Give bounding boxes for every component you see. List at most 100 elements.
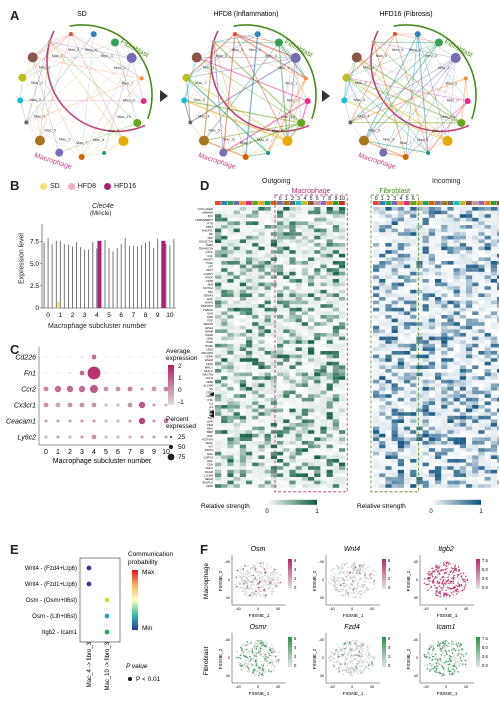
marker-triangle-icon bbox=[209, 410, 214, 415]
heat-cell bbox=[410, 376, 417, 380]
heat-cell bbox=[270, 217, 277, 222]
tsne-point bbox=[341, 562, 344, 565]
heat-cell bbox=[308, 293, 315, 297]
heat-cell bbox=[277, 232, 284, 236]
heat-cell bbox=[301, 232, 308, 236]
heat-cell bbox=[270, 361, 277, 366]
heat-cell bbox=[491, 401, 497, 405]
heat-cell bbox=[258, 387, 265, 391]
tsne-point bbox=[266, 593, 268, 596]
heat-cell bbox=[397, 448, 404, 452]
heat-cell bbox=[416, 322, 423, 326]
heat-cell bbox=[308, 307, 315, 312]
heat-cell bbox=[270, 207, 277, 211]
heat-cell bbox=[252, 297, 259, 301]
heat-cell bbox=[326, 246, 333, 251]
heat-cell bbox=[221, 361, 228, 366]
heat-cell bbox=[459, 300, 466, 305]
heat-cell bbox=[246, 430, 253, 434]
tsne-point bbox=[260, 572, 263, 575]
pathway-label: FGF bbox=[207, 319, 213, 323]
heat-cell bbox=[392, 225, 398, 229]
heat-cell bbox=[453, 261, 460, 265]
heat-cell bbox=[326, 459, 333, 463]
tsne-point bbox=[452, 582, 455, 584]
heat-cell bbox=[264, 419, 271, 423]
heat-cell bbox=[252, 358, 259, 362]
heat-cell bbox=[385, 304, 392, 308]
heat-cell bbox=[252, 311, 259, 315]
tsne-point bbox=[246, 586, 248, 589]
heat-cell bbox=[326, 293, 333, 297]
heat-cell bbox=[435, 376, 442, 380]
heat-cell bbox=[416, 282, 423, 287]
heat-cell bbox=[410, 466, 417, 470]
heat-cell bbox=[277, 361, 284, 366]
heat-cell bbox=[490, 275, 497, 279]
heat-cell bbox=[385, 361, 392, 366]
heat-cell bbox=[379, 293, 386, 297]
heat-cell bbox=[301, 214, 308, 218]
heat-cell bbox=[289, 336, 296, 341]
tsne-point bbox=[427, 577, 429, 579]
network-node-label: Mac_7 bbox=[400, 141, 411, 145]
heat-cell bbox=[258, 452, 264, 456]
heat-cell bbox=[314, 401, 321, 405]
heat-cell bbox=[215, 282, 222, 287]
heat-cell bbox=[472, 322, 479, 326]
tsne-point bbox=[247, 657, 250, 660]
heat-cell bbox=[404, 343, 411, 348]
heat-cell bbox=[326, 271, 333, 276]
heat-cell bbox=[301, 379, 308, 384]
heat-cell bbox=[490, 469, 497, 474]
heat-cell bbox=[490, 261, 497, 265]
tsne-point bbox=[243, 587, 246, 590]
heat-cell bbox=[441, 325, 448, 330]
pathway-label: NOTCH bbox=[203, 286, 213, 290]
pathway-label: HSPG bbox=[205, 301, 213, 305]
heat-cell bbox=[422, 444, 429, 449]
heat-cell bbox=[246, 401, 253, 405]
network-title: SD bbox=[77, 11, 87, 18]
heat-cell bbox=[441, 390, 448, 395]
heat-cell bbox=[478, 232, 485, 236]
heat-cell bbox=[441, 300, 448, 305]
tsne-y-tick: -40 bbox=[319, 560, 325, 564]
pathway-label: SELPLG bbox=[202, 481, 213, 485]
heat-cell bbox=[289, 416, 295, 420]
heat-cell bbox=[490, 246, 497, 251]
heat-cell bbox=[447, 376, 454, 380]
tsne-point bbox=[253, 591, 256, 594]
heat-cell bbox=[435, 430, 442, 434]
heat-cell bbox=[385, 225, 392, 229]
tsne-point bbox=[263, 588, 265, 591]
heat-cell bbox=[301, 315, 308, 319]
heat-cell bbox=[221, 376, 228, 380]
tsne-point bbox=[258, 672, 261, 674]
heat-cell bbox=[326, 239, 333, 243]
heat-cell bbox=[239, 394, 246, 398]
heat-cell bbox=[385, 441, 392, 445]
tsne-point bbox=[349, 576, 352, 578]
heat-cell bbox=[478, 307, 485, 312]
heat-cell bbox=[373, 304, 379, 308]
heat-cell bbox=[308, 433, 315, 438]
heat-cell bbox=[233, 336, 240, 341]
heat-cell bbox=[497, 268, 499, 272]
heat-cell bbox=[270, 322, 277, 326]
network-edge bbox=[203, 122, 302, 142]
heat-cell bbox=[459, 333, 466, 337]
heat-cell bbox=[295, 430, 302, 434]
tsne-point bbox=[356, 587, 359, 589]
heat-cell bbox=[385, 318, 392, 323]
heat-cell bbox=[227, 430, 234, 434]
tsne-point bbox=[461, 578, 464, 581]
tsne-point bbox=[255, 590, 257, 593]
heat-cell bbox=[379, 210, 386, 215]
tsne-point bbox=[436, 573, 438, 576]
heat-cell bbox=[289, 358, 296, 362]
heat-cell bbox=[466, 455, 473, 459]
heat-cell bbox=[379, 448, 386, 452]
heat-cell bbox=[283, 416, 289, 420]
heat-cell bbox=[289, 379, 296, 384]
